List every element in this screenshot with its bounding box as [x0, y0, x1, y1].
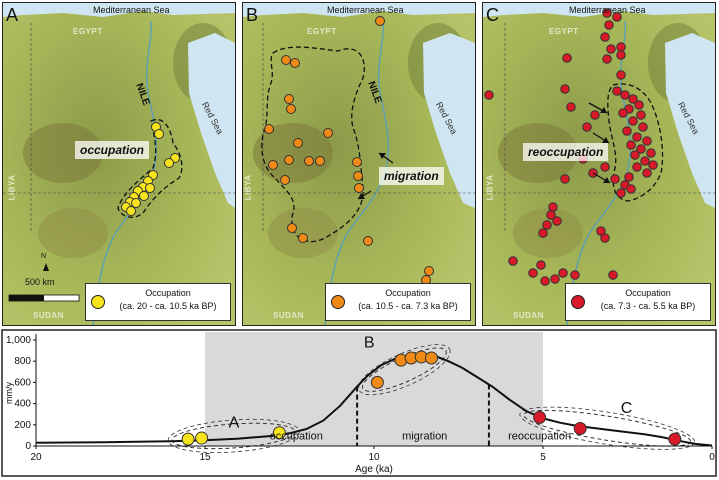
- group-outline: [523, 409, 692, 447]
- panel-letter: B: [246, 5, 259, 25]
- x-tick-label: 15: [199, 452, 211, 463]
- x-tick-label: 0: [709, 452, 715, 463]
- country-egypt: EGYPT: [549, 27, 579, 36]
- map-b-terrain: [243, 3, 475, 325]
- legend-title: Occupation: [625, 288, 671, 298]
- data-point: [195, 431, 209, 445]
- country-libya: LIBYA: [485, 174, 495, 201]
- phase-label-migration: migration: [402, 431, 447, 443]
- x-tick-label: 5: [540, 452, 546, 463]
- phase-tag-reoccupation: reoccupation: [523, 143, 609, 161]
- legend-dot-yellow: [91, 295, 105, 309]
- data-point: [424, 351, 438, 365]
- data-point: [181, 432, 195, 446]
- sea-label: Mediterranean Sea: [93, 5, 170, 15]
- country-egypt: EGYPT: [307, 27, 337, 36]
- phase-label-reoccupation: reoccupation: [508, 431, 571, 443]
- scale-label: 500 km: [25, 277, 55, 287]
- legend-range: (ca. 20 - ca. 10.5 ka BP): [119, 301, 217, 311]
- group-label-b: B: [364, 334, 375, 351]
- north-arrow-label: N: [41, 253, 47, 260]
- phase-label-occupation: occupation: [270, 431, 323, 443]
- map-c-terrain: [483, 3, 715, 325]
- x-tick-label: 10: [368, 452, 380, 463]
- country-sudan: SUDAN: [273, 311, 304, 320]
- y-tick-label: 0: [25, 441, 31, 452]
- sea-label: Mediterranean Sea: [327, 5, 404, 15]
- legend-range: (ca. 10.5 - ca. 7.3 ka BP): [358, 301, 458, 311]
- panel-letter: C: [486, 5, 499, 25]
- legend-range: (ca. 7.3 - ca. 5.5 ka BP): [600, 301, 696, 311]
- y-tick-label: 600: [14, 377, 31, 388]
- country-libya: LIBYA: [243, 174, 253, 201]
- country-libya: LIBYA: [7, 174, 17, 201]
- map-panel-a: A Mediterranean Sea EGYPT LIBYA SUDAN Re…: [2, 2, 236, 326]
- legend-c: Occupation (ca. 7.3 - ca. 5.5 ka BP): [565, 283, 711, 321]
- y-axis-label: mm/y: [4, 382, 14, 404]
- phase-tag-occupation: occupation: [75, 141, 150, 159]
- map-a-terrain: [3, 3, 235, 325]
- legend-dot-red: [571, 295, 585, 309]
- data-point: [370, 375, 384, 389]
- shaded-interval: [205, 332, 543, 446]
- country-sudan: SUDAN: [33, 311, 64, 320]
- y-tick-label: 400: [14, 399, 31, 410]
- legend-a: Occupation (ca. 20 - ca. 10.5 ka BP): [85, 283, 231, 321]
- data-point: [533, 410, 547, 424]
- data-point: [573, 422, 587, 436]
- y-tick-label: 200: [14, 420, 31, 431]
- map-panel-b: B Mediterranean Sea EGYPT LIBYA SUDAN Re…: [242, 2, 476, 326]
- y-tick-label: 800: [14, 356, 31, 367]
- legend-dot-orange: [331, 295, 345, 309]
- rainfall-chart: 0 200 400 600 800 1,000 20 15 10 5 0 mm/y Age (ka…: [0, 328, 719, 480]
- x-axis-label: Age (ka): [355, 464, 393, 475]
- legend-b: Occupation (ca. 10.5 - ca. 7.3 ka BP): [325, 283, 471, 321]
- rainfall-chart-svg: 0 200 400 600 800 1,000 20 15 10 5 0 mm/y Age (ka…: [1, 329, 717, 477]
- country-sudan: SUDAN: [513, 311, 544, 320]
- data-point: [272, 426, 286, 440]
- country-egypt: EGYPT: [73, 27, 103, 36]
- sea-label: Mediterranean Sea: [569, 5, 646, 15]
- y-tick-label: 1,000: [6, 335, 31, 346]
- data-point: [668, 432, 682, 446]
- panel-letter: A: [6, 5, 19, 25]
- phase-tag-migration: migration: [379, 167, 444, 185]
- legend-title: Occupation: [145, 288, 191, 298]
- group-label-a: A: [229, 414, 240, 431]
- map-panel-c: C Mediterranean Sea EGYPT LIBYA SUDAN Re…: [482, 2, 716, 326]
- x-tick-label: 20: [30, 452, 42, 463]
- group-label-c: C: [621, 400, 633, 417]
- legend-title: Occupation: [385, 288, 431, 298]
